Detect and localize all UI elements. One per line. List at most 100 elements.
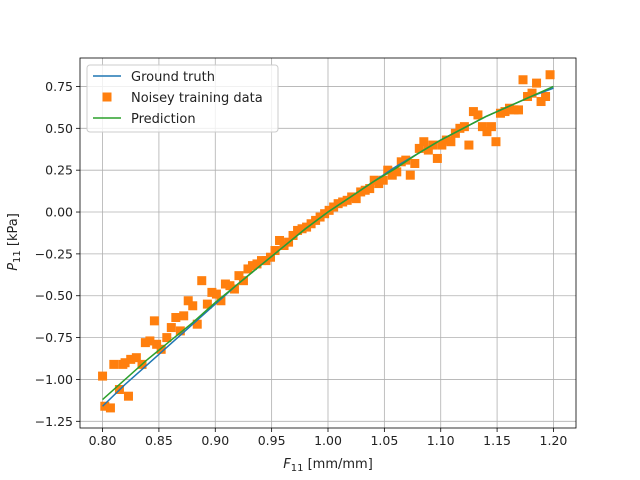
data-point: [441, 135, 451, 145]
data-point: [293, 225, 303, 235]
data-point: [234, 271, 244, 281]
data-point: [179, 311, 189, 321]
y-tick-label: 0.75: [45, 79, 73, 94]
x-axis-label: F11 [mm/mm]: [283, 457, 373, 474]
data-point: [532, 78, 542, 88]
data-point: [98, 371, 108, 381]
data-point: [477, 122, 487, 132]
data-point: [207, 287, 217, 297]
y-tick-label: −0.75: [35, 330, 73, 345]
data-point: [491, 137, 501, 147]
data-point: [500, 107, 510, 117]
data-point: [120, 358, 130, 368]
data-point: [365, 184, 375, 194]
x-tick-label: 0.95: [258, 433, 286, 448]
data-point: [419, 137, 429, 147]
data-point: [518, 75, 528, 85]
y-tick-label: 0.25: [45, 163, 73, 178]
data-point: [486, 122, 496, 132]
data-point: [509, 105, 519, 115]
data-point: [324, 205, 334, 215]
data-point: [166, 323, 176, 333]
series-layer: [98, 70, 555, 413]
data-point: [482, 127, 492, 137]
data-point: [145, 336, 155, 346]
data-point: [405, 170, 415, 180]
legend-swatch-noisey-training-data: [102, 92, 112, 102]
data-point: [247, 261, 257, 271]
data-point: [220, 279, 230, 289]
data-point: [369, 175, 379, 185]
data-point: [256, 256, 266, 266]
data-point: [252, 259, 262, 269]
data-point: [123, 391, 133, 401]
y-tick-label: −0.50: [35, 288, 73, 303]
data-point: [378, 175, 388, 185]
data-point: [225, 281, 235, 291]
y-tick-label: −0.25: [35, 246, 73, 261]
y-tick-label: 0.00: [45, 205, 73, 220]
x-tick-label: 1.15: [483, 433, 511, 448]
y-tick-label: 0.50: [45, 121, 73, 136]
x-tick-label: 0.85: [145, 433, 173, 448]
data-point: [432, 153, 442, 163]
data-point: [297, 224, 307, 234]
data-point: [243, 264, 253, 274]
data-point: [437, 140, 447, 150]
data-point: [229, 284, 239, 294]
data-point: [514, 105, 524, 115]
data-point: [356, 187, 366, 197]
data-point: [238, 276, 248, 286]
legend: Ground truth Noisey training data Predic…: [86, 64, 279, 133]
data-point: [495, 108, 505, 118]
data-point: [455, 123, 465, 133]
data-point: [360, 185, 370, 195]
data-point: [216, 296, 226, 306]
data-point: [536, 97, 546, 107]
data-point: [410, 158, 420, 168]
data-point: [131, 353, 141, 363]
data-point: [468, 107, 478, 117]
data-point: [162, 333, 172, 343]
legend-box: [86, 64, 279, 133]
y-axis-label: P11 [kPa]: [6, 213, 23, 271]
data-point: [197, 276, 207, 286]
data-point: [450, 128, 460, 138]
data-point: [109, 359, 119, 369]
data-point: [414, 143, 424, 153]
data-point: [541, 92, 551, 102]
legend-label-prediction: Prediction: [131, 112, 196, 127]
ticks: 0.80 0.85 0.90 0.95 1.00 1.05 1.10 1.15 1.20 −1.2…: [35, 79, 568, 448]
data-point: [152, 339, 162, 349]
data-point: [374, 179, 384, 189]
data-point: [202, 299, 212, 309]
data-point: [175, 326, 185, 336]
data-point: [188, 301, 198, 311]
x-tick-label: 1.20: [540, 433, 568, 448]
data-point: [459, 122, 469, 132]
x-tick-label: 1.00: [314, 433, 342, 448]
legend-label-ground-truth: Ground truth: [131, 70, 215, 85]
data-point: [423, 145, 433, 155]
data-point: [351, 194, 361, 204]
data-point: [149, 316, 159, 326]
x-tick-label: 0.90: [201, 433, 229, 448]
data-point: [100, 401, 110, 411]
data-point: [183, 296, 193, 306]
data-point: [156, 344, 166, 354]
y-tick-label: −1.00: [35, 372, 73, 387]
data-point: [392, 167, 402, 177]
data-point: [288, 230, 298, 240]
data-point: [383, 165, 393, 175]
data-point: [504, 103, 514, 113]
legend-label-noisey-training-data: Noisey training data: [131, 91, 263, 106]
data-point: [211, 289, 221, 299]
data-point: [275, 235, 285, 245]
data-point: [473, 110, 483, 120]
data-point: [527, 88, 537, 98]
data-point: [446, 137, 456, 147]
data-point: [105, 403, 115, 413]
x-tick-label: 1.10: [427, 433, 455, 448]
x-tick-label: 1.05: [370, 433, 398, 448]
